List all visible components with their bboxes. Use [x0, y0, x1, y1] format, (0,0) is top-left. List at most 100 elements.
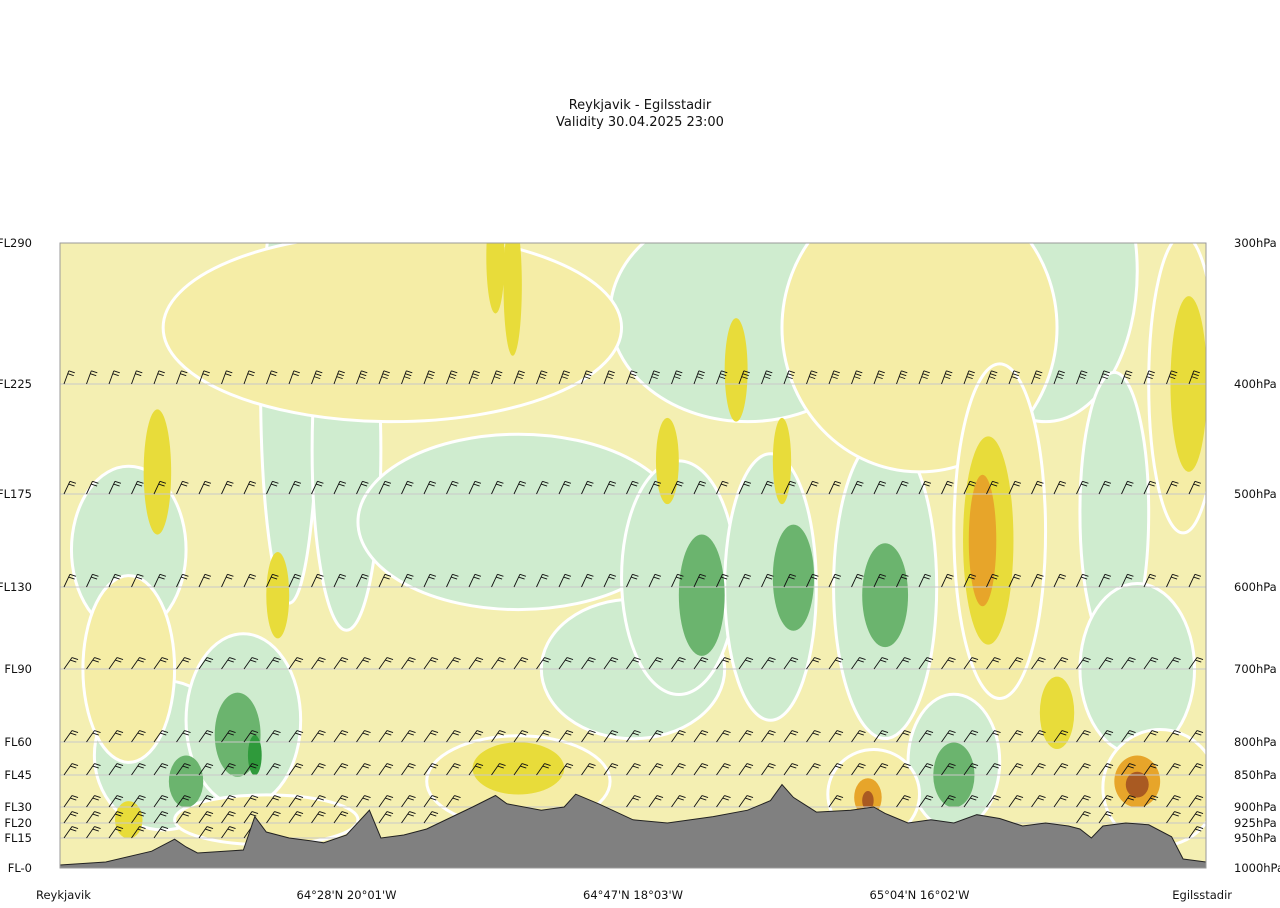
wind-barb — [1031, 370, 1043, 385]
wind-barb — [626, 730, 641, 743]
wind-barb — [1076, 763, 1091, 776]
wind-barb — [873, 730, 889, 743]
wind-barb — [356, 480, 369, 495]
wind-barb — [513, 573, 527, 588]
wind-barb — [919, 243, 921, 244]
wind-barb — [311, 480, 324, 495]
wind-barb — [1121, 573, 1134, 588]
wind-barb — [986, 480, 999, 495]
wind-barb — [941, 795, 956, 808]
wind-barb — [806, 573, 819, 588]
wind-barb — [829, 243, 831, 244]
wind-barb — [873, 480, 887, 495]
wind-barb — [1008, 480, 1022, 495]
wind-barb — [806, 480, 819, 495]
wind-barb — [581, 730, 596, 743]
wind-barb — [603, 657, 619, 670]
wind-barb — [783, 763, 799, 776]
wind-barb — [1031, 763, 1046, 776]
wind-barb — [423, 730, 439, 743]
flight-level-label: FL130 — [0, 580, 32, 594]
wind-barb — [221, 826, 236, 839]
wind-barb — [513, 730, 529, 743]
wind-barb — [333, 480, 347, 495]
wind-barb — [1076, 370, 1088, 385]
wind-barb — [626, 573, 639, 588]
wind-barb — [581, 573, 594, 588]
wind-barb — [311, 763, 326, 776]
wind-barb — [964, 243, 966, 244]
wind-barb — [491, 657, 506, 670]
wind-barb — [1098, 573, 1112, 588]
wind-barb — [1166, 480, 1179, 495]
wind-barb — [243, 657, 259, 670]
wind-barb — [266, 657, 281, 670]
wind-barb — [1053, 480, 1067, 495]
pressure-level-label: 700hPa — [1234, 662, 1277, 676]
wind-barb — [1053, 573, 1067, 588]
wind-barb — [468, 730, 484, 743]
wind-barb — [378, 573, 392, 588]
wind-barb — [986, 573, 999, 588]
wind-barb — [198, 480, 212, 495]
wind-barb — [1143, 763, 1159, 776]
wind-barb — [198, 370, 210, 385]
wind-barb — [536, 730, 551, 743]
wind-barb — [153, 657, 169, 670]
wind-barb — [86, 795, 101, 808]
wind-barb — [266, 370, 278, 385]
wind-barb — [108, 370, 120, 385]
wind-barb — [536, 370, 548, 385]
wind-barb — [1143, 480, 1157, 495]
wind-barb — [1121, 657, 1136, 670]
wind-barb — [918, 795, 934, 808]
wind-barb — [176, 243, 178, 244]
wind-barb — [468, 657, 484, 670]
wind-barb — [761, 573, 774, 588]
wind-barb — [379, 243, 381, 244]
wind-barb — [918, 763, 934, 776]
wind-barb — [333, 763, 349, 776]
wind-barb — [288, 370, 300, 385]
wind-barb — [108, 811, 124, 824]
wind-barb — [986, 763, 1001, 776]
wind-barb — [243, 811, 259, 824]
wind-barb — [1031, 730, 1046, 743]
wind-barb — [401, 763, 416, 776]
wind-barb — [671, 657, 686, 670]
wind-barb — [63, 573, 77, 588]
chart-title-block: Reykjavik - Egilsstadir Validity 30.04.2… — [0, 97, 1280, 131]
wind-barb — [626, 657, 641, 670]
wind-barb — [626, 763, 641, 776]
wind-barb — [86, 573, 99, 588]
wind-barb — [513, 657, 529, 670]
wind-barb — [63, 795, 79, 808]
wind-barb — [198, 826, 214, 839]
wind-barb — [1009, 243, 1011, 244]
wind-barb — [491, 730, 506, 743]
wind-barb — [558, 730, 574, 743]
wind-barb — [1098, 730, 1114, 743]
wind-barb — [851, 480, 864, 495]
flight-level-label: FL15 — [4, 831, 32, 845]
wind-barb — [693, 763, 709, 776]
wind-barb — [401, 730, 416, 743]
wind-barb — [446, 795, 461, 808]
wind-barb — [873, 370, 885, 385]
pressure-level-label: 500hPa — [1234, 487, 1277, 501]
wind-barb — [1166, 370, 1178, 385]
wind-barb — [1031, 573, 1044, 588]
wind-barb — [851, 243, 853, 244]
wind-barb — [671, 480, 684, 495]
wind-barb — [828, 657, 844, 670]
wind-barb — [176, 573, 189, 588]
wind-barb — [896, 763, 911, 776]
wind-barb — [131, 480, 144, 495]
wind-barbs — [63, 243, 1204, 839]
wind-barb — [469, 243, 471, 244]
wind-barb — [693, 370, 705, 385]
wind-barb — [176, 763, 191, 776]
wind-barb — [851, 730, 866, 743]
wind-barb — [266, 480, 279, 495]
wind-barb — [536, 480, 549, 495]
